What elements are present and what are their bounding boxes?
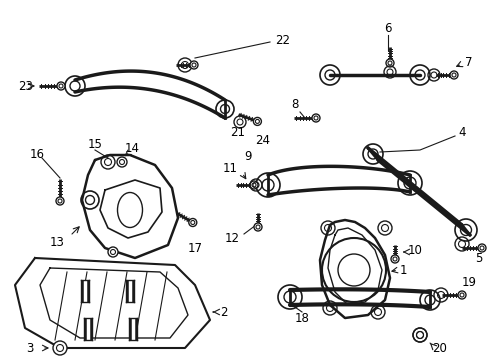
Text: 14: 14 bbox=[125, 141, 140, 154]
Circle shape bbox=[386, 59, 394, 67]
Text: 18: 18 bbox=[294, 311, 310, 324]
Circle shape bbox=[450, 71, 458, 79]
Circle shape bbox=[57, 82, 65, 90]
Text: 2: 2 bbox=[220, 306, 227, 319]
Polygon shape bbox=[320, 220, 390, 318]
Text: 16: 16 bbox=[30, 148, 45, 162]
Text: 9: 9 bbox=[244, 149, 252, 162]
Text: 19: 19 bbox=[462, 275, 477, 288]
Text: 11: 11 bbox=[223, 162, 238, 175]
Circle shape bbox=[190, 61, 198, 69]
Circle shape bbox=[253, 117, 261, 125]
Circle shape bbox=[250, 181, 258, 189]
Circle shape bbox=[413, 328, 427, 342]
Text: 12: 12 bbox=[225, 231, 240, 244]
Circle shape bbox=[391, 255, 399, 263]
Circle shape bbox=[478, 244, 486, 252]
Text: 24: 24 bbox=[255, 134, 270, 147]
Circle shape bbox=[108, 247, 118, 257]
Text: 20: 20 bbox=[432, 342, 447, 355]
Text: 6: 6 bbox=[384, 22, 392, 35]
Circle shape bbox=[458, 291, 466, 299]
Text: 5: 5 bbox=[475, 252, 482, 265]
Text: 21: 21 bbox=[230, 126, 245, 139]
Polygon shape bbox=[15, 258, 210, 348]
Text: 15: 15 bbox=[88, 139, 103, 152]
Text: 8: 8 bbox=[292, 99, 299, 112]
Text: 17: 17 bbox=[188, 242, 203, 255]
Text: 3: 3 bbox=[26, 342, 34, 356]
Text: 10: 10 bbox=[408, 243, 423, 256]
Text: 22: 22 bbox=[275, 33, 290, 46]
Text: 1: 1 bbox=[400, 264, 408, 276]
Text: 7: 7 bbox=[465, 55, 472, 68]
Text: 4: 4 bbox=[458, 126, 466, 139]
Circle shape bbox=[254, 223, 262, 231]
Circle shape bbox=[117, 157, 127, 167]
Text: 13: 13 bbox=[50, 235, 65, 248]
Text: 23: 23 bbox=[18, 80, 33, 93]
Circle shape bbox=[53, 341, 67, 355]
Circle shape bbox=[56, 197, 64, 205]
Circle shape bbox=[189, 219, 197, 226]
Circle shape bbox=[312, 114, 320, 122]
